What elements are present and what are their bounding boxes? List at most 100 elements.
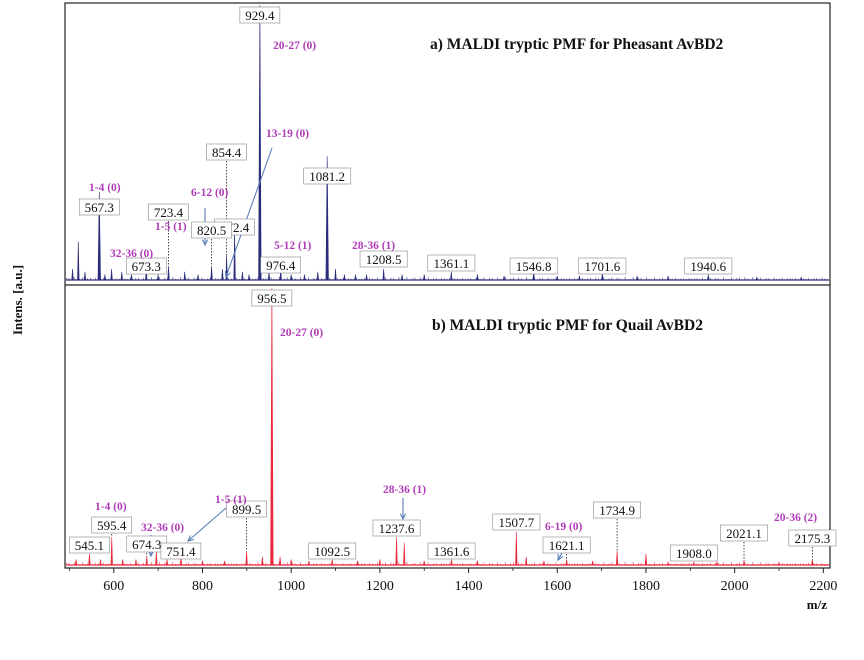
x-tick-label-2200: 2200 [809, 579, 837, 594]
peak-label-b-9: 1507.7 [498, 515, 534, 530]
peak-a-1650 [578, 275, 581, 281]
peak-a-1250 [400, 274, 404, 281]
peak-b-1255 [403, 542, 406, 566]
peak-b-2021.1 [742, 560, 746, 566]
peak-label-a-8: 976.4 [266, 258, 296, 273]
peak-label-b-13: 2021.1 [726, 526, 762, 541]
peak-a-890 [241, 271, 244, 281]
peak-label-b-7: 1237.6 [379, 521, 415, 536]
peak-label-box-a-0 [239, 6, 281, 24]
peak-b-674.3 [145, 556, 148, 566]
peak-a-1940.6 [707, 274, 710, 281]
peak-a-1480 [502, 275, 506, 281]
peak-b-1200 [378, 559, 382, 566]
x-tick-label-800: 800 [192, 579, 213, 594]
peak-a-580 [103, 274, 107, 281]
peak-label-a-2: 1081.2 [309, 169, 345, 184]
peak-label-box-a-5 [148, 203, 189, 221]
peak-a-1300 [423, 274, 426, 281]
peak-label-box-b-5 [226, 500, 267, 518]
arrow-a-6-12-head [201, 239, 209, 247]
annotation-b-28-36: 28-36 (1) [383, 484, 426, 496]
peak-label-a-0: 929.4 [245, 8, 275, 23]
peak-a-905 [247, 274, 251, 281]
panel-a-title: a) MALDI tryptic PMF for Pheasant AvBD2 [430, 36, 724, 53]
peak-label-b-10: 1621.1 [549, 538, 585, 553]
peak-b-1361.6 [450, 559, 453, 566]
peak-b-1850 [666, 561, 670, 566]
noise-a [65, 276, 828, 280]
x-tick-label-2000: 2000 [721, 579, 749, 594]
peak-a-723.4 [167, 266, 170, 281]
peak-label-box-a-11 [509, 257, 558, 275]
x-tick-label-600: 600 [103, 579, 124, 594]
peak-label-b-0: 956.5 [257, 291, 286, 306]
peak-a-520 [77, 241, 80, 281]
peak-b-1300 [423, 560, 426, 566]
peak-b-1040 [307, 560, 311, 566]
arrow-b-1-5 [187, 507, 227, 542]
peak-a-1600 [556, 275, 559, 281]
peak-b-800 [201, 560, 204, 566]
peak-b-850 [223, 560, 226, 566]
peak-b-1621.1 [565, 559, 568, 566]
peak-label-box-a-7 [125, 257, 167, 275]
peak-label-box-b-13 [720, 524, 768, 542]
annotation-b-32-36: 32-36 (0) [141, 522, 184, 534]
annotation-a-32-36: 32-36 (0) [110, 248, 153, 260]
peak-label-box-a-13 [684, 257, 733, 275]
annotation-b-1-5: 1-5 (1) [215, 494, 247, 506]
peak-label-a-13: 1940.6 [690, 259, 726, 274]
peak-a-2150 [799, 276, 803, 281]
peak-label-box-a-12 [578, 257, 627, 275]
peak-label-b-4: 751.4 [166, 544, 196, 559]
peak-a-1361.1 [450, 271, 453, 281]
arrow-b-6-19-head [557, 553, 564, 562]
annotation-a-13-19: 13-19 (0) [266, 128, 309, 140]
peak-label-box-b-7 [372, 519, 421, 537]
peak-a-640 [130, 274, 133, 281]
peak-a-1030 [303, 274, 306, 281]
peak-label-box-b-8 [427, 542, 476, 560]
peak-a-1120 [343, 274, 346, 281]
x-tick-label-1600: 1600 [543, 579, 571, 594]
peak-label-box-b-11 [593, 501, 641, 519]
peak-b-515 [74, 559, 78, 566]
peak-b-545.1 [88, 553, 91, 566]
peak-b-1908 [692, 561, 696, 566]
peak-label-box-a-10 [427, 254, 476, 272]
peak-b-2100 [777, 561, 781, 566]
peak-b-1960 [715, 561, 719, 566]
peak-b-1734.9 [615, 551, 619, 566]
peak-label-a-5: 723.4 [154, 205, 184, 220]
arrow-b-1-5-head [187, 535, 194, 542]
peak-a-1081.2 [325, 156, 329, 281]
peak-a-1780 [635, 275, 639, 281]
peak-label-b-6: 1092.5 [314, 544, 350, 559]
peak-a-845 [221, 268, 224, 281]
peak-label-box-b-9 [492, 513, 541, 531]
peak-label-b-8: 1361.6 [434, 544, 470, 559]
peak-label-box-b-0 [251, 289, 293, 307]
peak-b-751.4 [179, 556, 183, 566]
y-axis-label: Intens. [a.u.] [10, 265, 25, 335]
peak-b-1570 [542, 560, 546, 566]
peak-b-1092.5 [331, 559, 334, 566]
peak-a-700 [156, 274, 160, 281]
annotation-b-20-27: 20-27 (0) [280, 327, 323, 339]
peak-label-a-7: 673.3 [132, 259, 161, 274]
arrow-b-32-36-head [147, 550, 155, 558]
peak-label-a-11: 1546.8 [516, 259, 552, 274]
peak-b-1150 [356, 560, 359, 566]
peak-label-a-10: 1361.1 [433, 256, 469, 271]
peak-b-935 [261, 556, 264, 566]
peak-b-650 [134, 559, 138, 566]
peak-b-1237.6 [395, 537, 398, 566]
peak-label-b-12: 1908.0 [676, 546, 712, 561]
peak-label-b-3: 674.3 [132, 537, 161, 552]
peak-a-1060 [316, 271, 319, 281]
annotation-a-1-5: 1-5 (1) [155, 221, 187, 233]
peak-a-567.3 [97, 191, 101, 281]
annotation-a-5-12: 5-12 (1) [274, 240, 312, 252]
panel-b-title: b) MALDI tryptic PMF for Quail AvBD2 [432, 317, 703, 334]
